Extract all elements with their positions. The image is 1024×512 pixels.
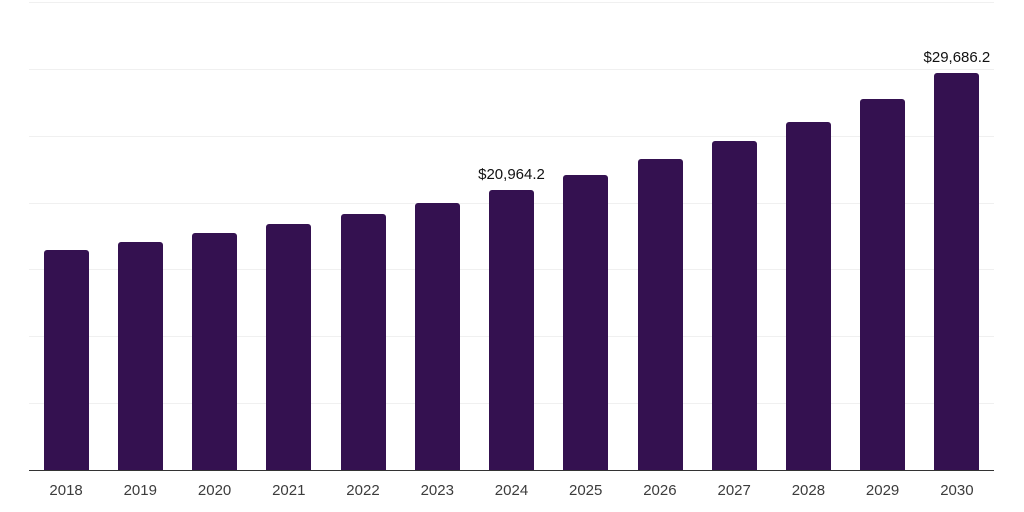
bar-2023	[414, 202, 460, 470]
gridline-30000	[29, 68, 994, 70]
x-tick-label-2024: 2024	[494, 482, 529, 499]
x-tick-label-2028: 2028	[791, 482, 826, 499]
bar-2020	[192, 232, 238, 470]
x-tick-label-2022: 2022	[346, 482, 380, 499]
x-tick-label-2026: 2026	[643, 482, 677, 499]
x-axis-line	[29, 470, 994, 471]
bar-2025	[563, 175, 609, 470]
data-label-2030: $29,686.2	[923, 49, 991, 67]
bar-2026	[637, 159, 683, 470]
gridline-25000	[29, 135, 994, 137]
x-tick-label-2023: 2023	[420, 482, 454, 499]
bar-2021	[266, 223, 312, 470]
data-label-2024: $20,964.2	[478, 165, 545, 183]
bar-2022	[340, 213, 386, 470]
x-tick-label-2027: 2027	[717, 482, 751, 499]
bar-2027	[711, 141, 757, 470]
x-tick-label-2025: 2025	[569, 482, 603, 499]
bar-2024	[489, 189, 534, 470]
x-tick-label-2030: 2030	[940, 482, 974, 499]
x-tick-label-2021: 2021	[272, 482, 306, 499]
bar-2029	[860, 99, 906, 470]
x-tick-label-2020: 2020	[197, 482, 232, 499]
bar-2030	[934, 73, 980, 470]
gridline-35000	[29, 2, 994, 3]
x-tick-label-2018: 2018	[49, 482, 83, 499]
bar-2018	[43, 249, 89, 470]
x-tick-label-2029: 2029	[865, 482, 900, 499]
x-tick-label-2019: 2019	[123, 482, 157, 499]
bar-2028	[785, 122, 831, 470]
bar-2019	[117, 242, 163, 470]
